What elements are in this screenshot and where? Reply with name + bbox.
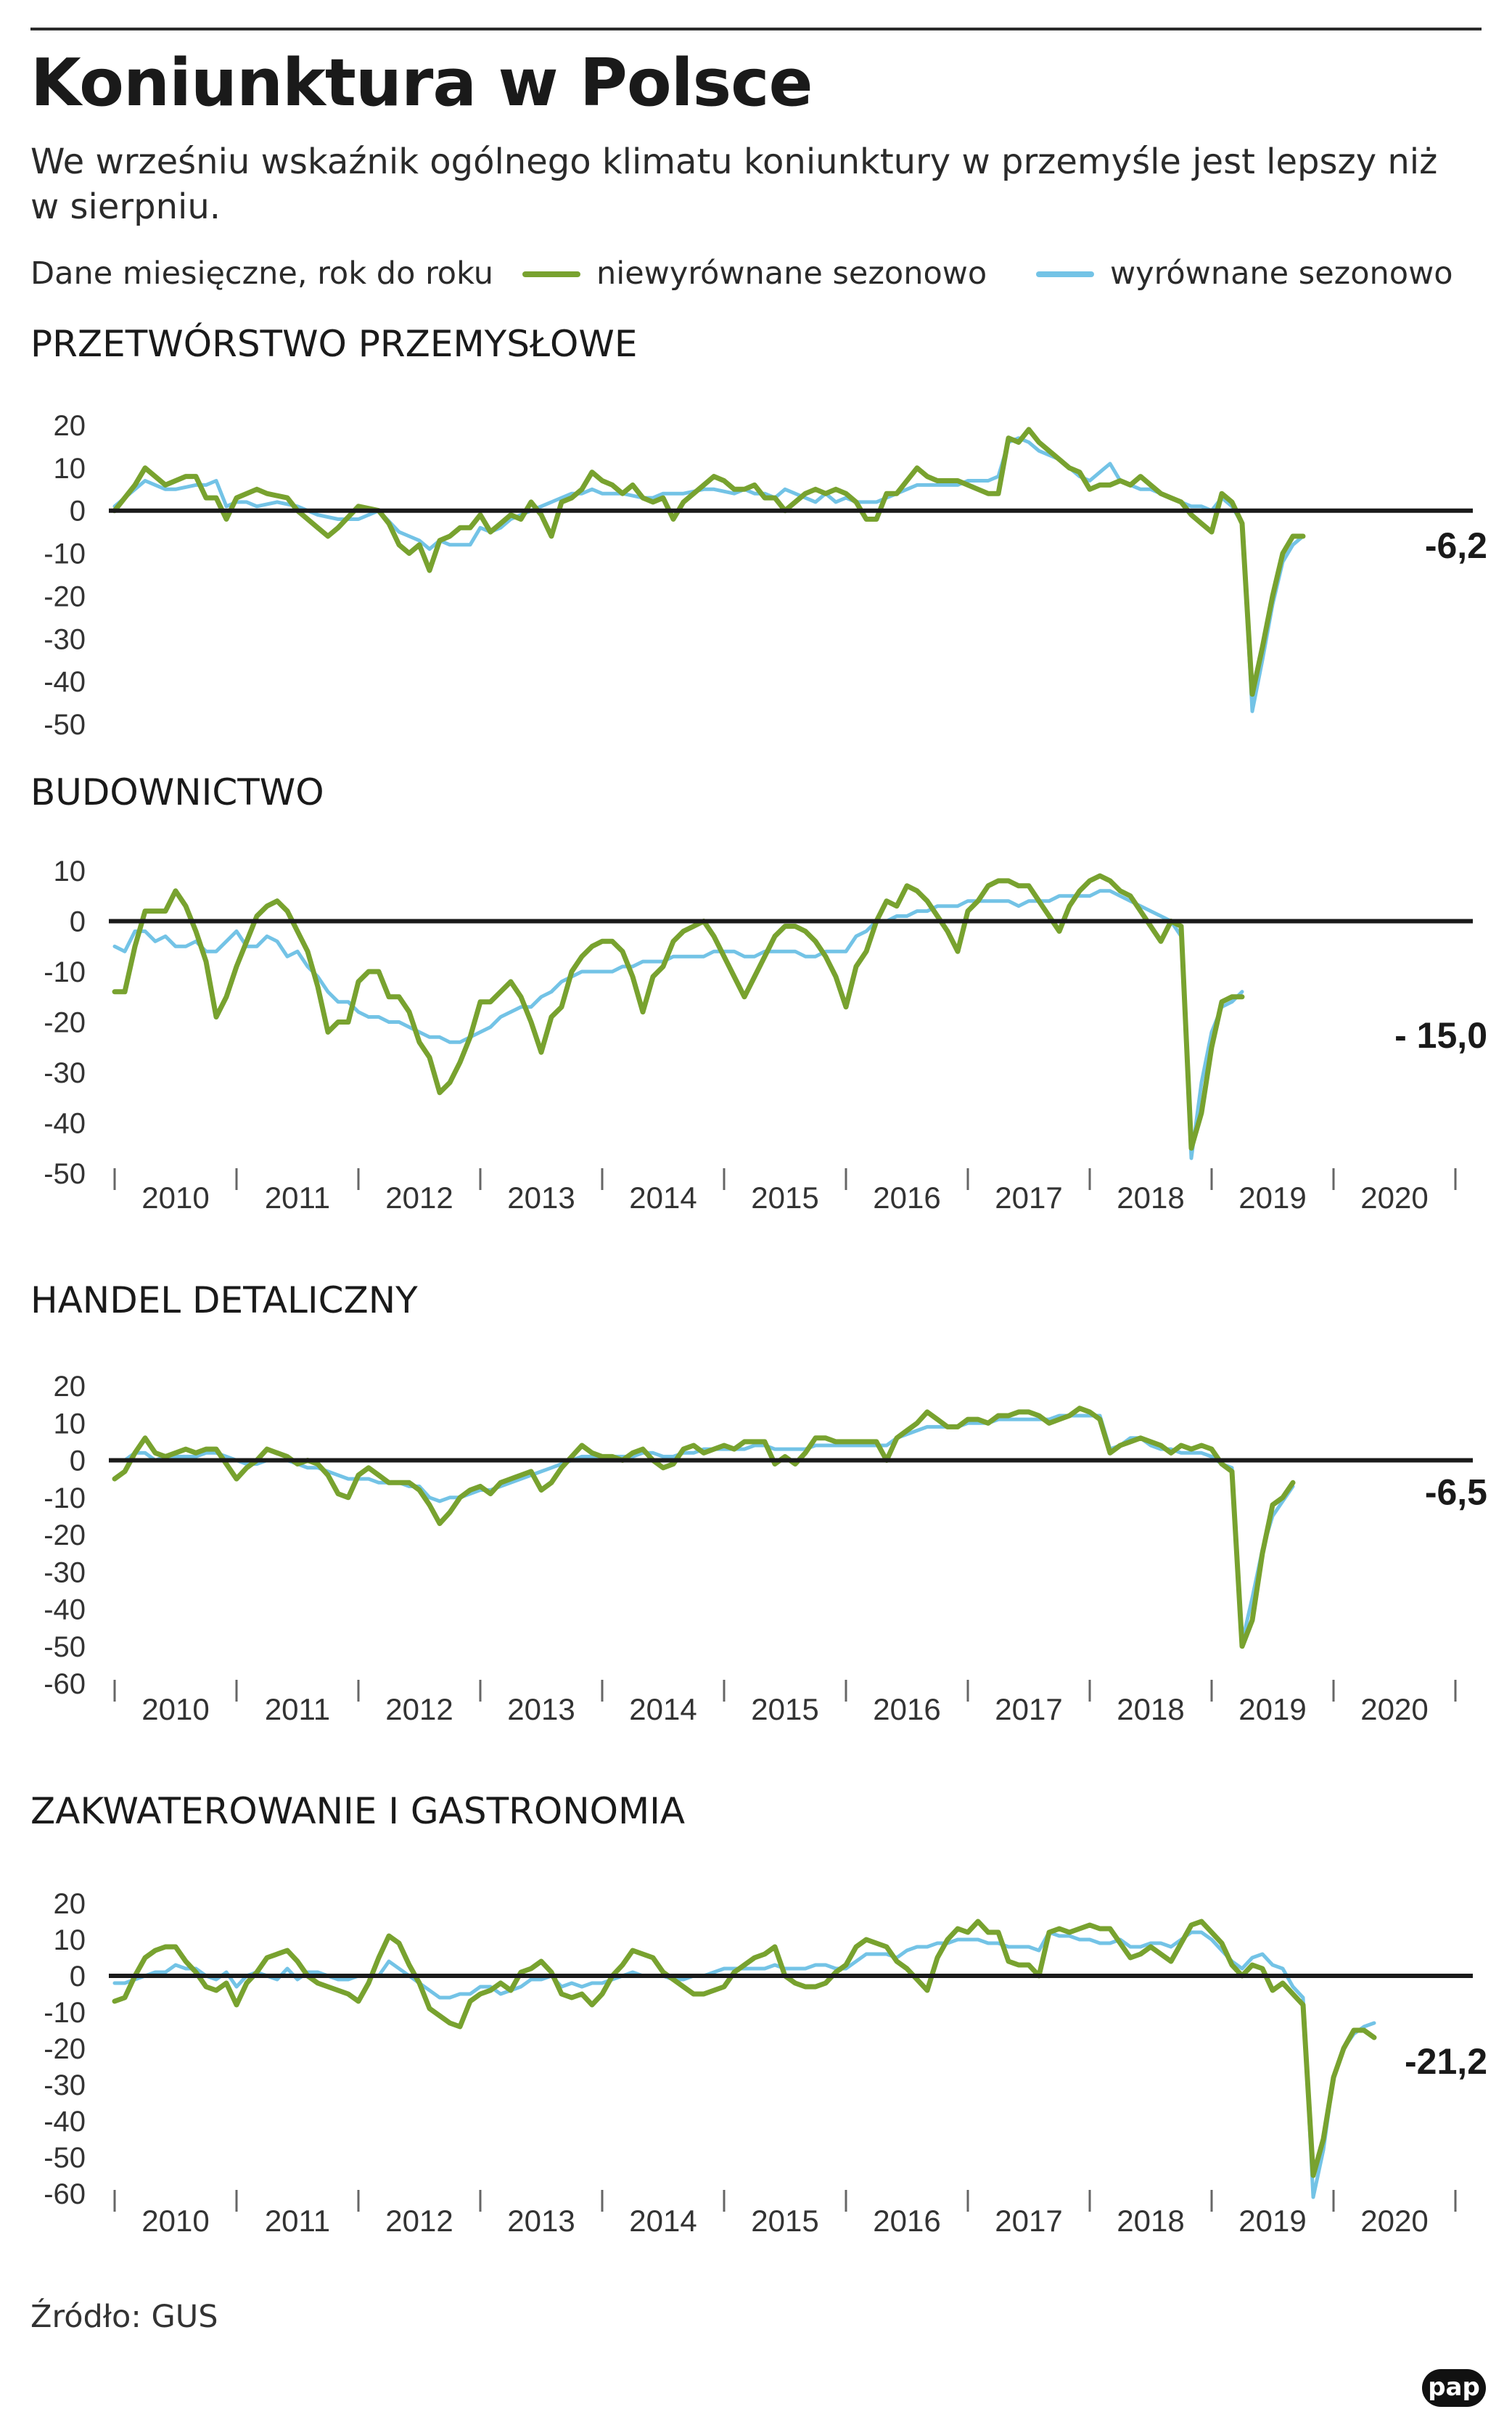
series-line-nsa [112, 873, 1245, 1151]
pap-logo: pap [1422, 2369, 1486, 2407]
y-tick-label: -40 [44, 666, 86, 698]
y-tick-label: -50 [44, 2142, 86, 2174]
x-year-label: 2013 [507, 1181, 575, 1215]
y-tick-label: 10 [54, 1408, 86, 1440]
y-tick-label: 10 [54, 1924, 86, 1956]
x-year-label: 2020 [1360, 1692, 1428, 1726]
x-year-label: 2012 [385, 1692, 453, 1726]
section-title-retail: HANDEL DETALICZNY [30, 1279, 418, 1321]
end-value-label: -21,2 [1405, 2041, 1487, 2082]
y-tick-label: 10 [54, 453, 86, 485]
section-title-accommodation: ZAKWATEROWANIE I GASTRONOMIA [30, 1790, 686, 1832]
x-year-label: 2017 [995, 1181, 1062, 1215]
x-year-label: 2013 [507, 2204, 575, 2238]
end-value-label: -6,2 [1425, 525, 1487, 566]
y-tick-label: -10 [44, 1482, 86, 1514]
y-tick-label: -40 [44, 1594, 86, 1626]
series-line-nsa [112, 427, 1306, 697]
x-year-label: 2015 [751, 2204, 818, 2238]
x-year-label: 2014 [629, 1692, 697, 1726]
y-tick-label: 20 [54, 410, 86, 442]
x-year-label: 2017 [995, 1692, 1062, 1726]
x-year-label: 2013 [507, 1692, 575, 1726]
y-tick-label: -30 [44, 623, 86, 655]
x-year-label: 2011 [265, 2204, 330, 2238]
y-tick-label: -10 [44, 1997, 86, 2029]
y-tick-label: 20 [54, 1371, 86, 1403]
y-tick-label: 10 [54, 855, 86, 887]
y-tick-label: 0 [70, 496, 86, 528]
y-tick-label: -30 [44, 2069, 86, 2101]
y-tick-label: -20 [44, 1007, 86, 1039]
x-year-label: 2020 [1360, 1181, 1428, 1215]
x-year-label: 2019 [1238, 2204, 1306, 2238]
x-year-label: 2010 [141, 1181, 209, 1215]
x-year-label: 2016 [873, 1181, 940, 1215]
end-value-label: - 15,0 [1394, 1015, 1487, 1056]
section-title-construction: BUDOWNICTWO [30, 771, 324, 813]
y-tick-label: 0 [70, 1445, 86, 1477]
x-year-label: 2014 [629, 2204, 697, 2238]
x-year-label: 2011 [265, 1181, 330, 1215]
x-year-label: 2011 [265, 1692, 330, 1726]
y-tick-label: -50 [44, 1158, 86, 1190]
y-tick-label: 0 [70, 1961, 86, 1993]
page-title: Koniunktura w Polsce [30, 45, 813, 121]
end-value-label: -6,5 [1425, 1472, 1487, 1512]
x-year-label: 2019 [1238, 1181, 1306, 1215]
y-tick-label: -40 [44, 1108, 86, 1140]
y-tick-label: -30 [44, 1556, 86, 1588]
y-tick-label: -50 [44, 709, 86, 741]
legend: Dane miesięczne, rok do roku niewyrównan… [30, 255, 1482, 292]
x-year-label: 2018 [1117, 2204, 1184, 2238]
y-tick-label: -40 [44, 2106, 86, 2138]
y-tick-label: -20 [44, 2033, 86, 2065]
x-year-label: 2020 [1360, 2204, 1428, 2238]
y-tick-label: 0 [70, 906, 86, 938]
legend-caption: Dane miesięczne, rok do roku [30, 255, 493, 292]
y-tick-label: -10 [44, 956, 86, 988]
x-year-label: 2016 [873, 1692, 940, 1726]
y-tick-label: -30 [44, 1057, 86, 1089]
y-tick-label: -60 [44, 1668, 86, 1700]
section-title-manufacturing: PRZETWÓRSTWO PRZEMYSŁOWE [30, 323, 638, 365]
y-tick-label: -10 [44, 538, 86, 570]
y-tick-label: 20 [54, 1888, 86, 1920]
legend-label-sa: wyrównane sezonowo [1110, 255, 1453, 292]
page-subtitle: We wrześniu wskaźnik ogólnego klimatu ko… [30, 141, 1438, 227]
x-year-label: 2014 [629, 1181, 697, 1215]
x-year-label: 2018 [1117, 1181, 1184, 1215]
x-year-label: 2010 [141, 1692, 209, 1726]
legend-swatch-nsa [522, 271, 580, 277]
x-year-label: 2018 [1117, 1692, 1184, 1726]
x-year-label: 2015 [751, 1181, 818, 1215]
series-line-nsa [112, 1406, 1296, 1649]
y-tick-label: -20 [44, 580, 86, 612]
series-line-sa [112, 889, 1244, 1160]
series-line-nsa [112, 1919, 1377, 2178]
y-tick-label: -50 [44, 1631, 86, 1663]
x-year-label: 2016 [873, 2204, 940, 2238]
y-tick-label: -60 [44, 2178, 86, 2210]
y-tick-label: -20 [44, 1519, 86, 1551]
x-year-label: 2012 [385, 1181, 453, 1215]
legend-label-nsa: niewyrównane sezonowo [596, 255, 987, 292]
x-year-label: 2010 [141, 2204, 209, 2238]
x-year-label: 2019 [1238, 1692, 1306, 1726]
legend-swatch-sa [1036, 271, 1094, 277]
x-year-label: 2012 [385, 2204, 453, 2238]
x-year-label: 2015 [751, 1692, 818, 1726]
x-year-label: 2017 [995, 2204, 1062, 2238]
top-rule [30, 28, 1482, 30]
source-note: Źródło: GUS [30, 2299, 218, 2335]
